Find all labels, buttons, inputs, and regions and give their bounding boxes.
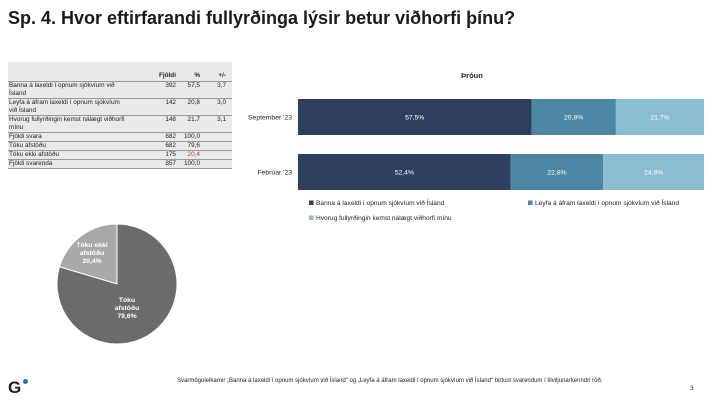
row-count: 682 [165, 142, 176, 149]
brand-logo: G [8, 378, 22, 397]
page-number: 3 [690, 385, 694, 392]
pie-slice [56, 223, 178, 345]
row-pct: 21,7 [187, 116, 200, 123]
pie-slice-name-line: Tóku [119, 297, 135, 304]
row-label: Leyfa á áfram laxeldi í opnum sjókvíum v… [9, 99, 120, 114]
table-row: Tóku afstöðu 682 79,6 [8, 141, 232, 150]
legend-swatch [309, 215, 314, 220]
row-diff: 3,1 [217, 116, 226, 123]
row-pct: 57,5 [187, 82, 200, 89]
legend-label: Hvorug fullyrðingin kemst nálægt viðhorf… [316, 214, 452, 222]
pie-slice-name-line: afstöðu [80, 249, 105, 257]
pie-slice-name: Tóku ekki afstöðu [76, 242, 107, 257]
row-label: Fjöldi svarenda [9, 160, 53, 167]
pie-slice-name-line: afstöðu [115, 304, 140, 312]
bar-segment [510, 154, 604, 190]
row-pct: 20,8 [187, 99, 200, 106]
legend-swatch [528, 200, 533, 205]
table-row: Hvorug fullyrðingin kemst nálægt viðhorf… [8, 115, 232, 132]
row-count: 142 [165, 99, 176, 106]
category-label: Febrúar '23 [257, 170, 292, 177]
bar-value-label: 52,4% [395, 170, 414, 177]
pie-slice-value: 20,4% [82, 258, 101, 265]
table-body: Banna á laxeldi í opnum sjókvíum við Ísl… [8, 81, 232, 169]
pie-slice [58, 223, 118, 285]
summary-table: Fjöldi % +/- Banna á laxeldi í opnum sjó… [8, 62, 232, 169]
table-row: Fjöldi svara 682 100,0 [8, 132, 232, 141]
table-row: Fjöldi svarenda 857 100,0 [8, 159, 232, 169]
bar-segment [531, 99, 616, 135]
table-row: Leyfa á áfram laxeldi í opnum sjókvíum v… [8, 98, 232, 115]
row-pct: 79,6 [187, 142, 200, 149]
bar-chart-title: Þróun [461, 71, 483, 80]
bar-segment [298, 99, 532, 135]
bar-value-label: 22,8% [547, 170, 566, 177]
table-row: Tóku ekki afstöðu 175 20,4 [8, 150, 232, 159]
bar-segment [615, 99, 704, 135]
bar-segment [298, 154, 511, 190]
pie-slice-name: Tóku afstöðu [115, 297, 140, 312]
logo-dot-icon [23, 379, 28, 384]
row-label: Fjöldi svara [9, 133, 42, 140]
table-row: Banna á laxeldi í opnum sjókvíum við Ísl… [8, 81, 232, 98]
bar-segment [603, 154, 704, 190]
row-label: Tóku afstöðu [9, 142, 46, 149]
row-pct: 20,4 [187, 151, 200, 158]
row-count: 392 [165, 82, 176, 89]
legend-swatch [309, 200, 314, 205]
row-label: Hvorug fullyrðingin kemst nálægt viðhorf… [9, 116, 125, 131]
page-title: Sp. 4. Hvor eftirfarandi fullyrðinga lýs… [8, 8, 516, 28]
footnote: Svarmöguleikarnir „Banna á laxeldi í opn… [177, 378, 603, 384]
bar-value-label: 57,5% [405, 115, 424, 122]
header-count: Fjöldi [158, 72, 176, 79]
table-header: Fjöldi % +/- [8, 62, 232, 81]
header-diff: +/- [218, 72, 226, 79]
category-label: September '23 [248, 115, 292, 122]
legend-label: Leyfa á áfram laxeldi í opnum sjókvíum v… [535, 198, 679, 207]
row-count: 148 [165, 116, 176, 123]
row-label: Banna á laxeldi í opnum sjókvíum við Ísl… [9, 82, 115, 97]
row-diff: 3,0 [217, 99, 226, 106]
row-label: Tóku ekki afstöðu [9, 151, 60, 158]
row-count: 857 [165, 160, 176, 167]
bar-value-label: 20,8% [564, 115, 583, 122]
bar-value-label: 24,8% [644, 170, 663, 177]
row-count: 175 [165, 151, 176, 158]
row-diff: 3,7 [217, 82, 226, 89]
bar-value-label: 21,7% [650, 115, 669, 122]
row-pct: 100,0 [184, 133, 200, 140]
legend-label: Banna á laxeldi í opnum sjókvíum við Ísl… [316, 198, 445, 207]
header-pct: % [194, 72, 200, 79]
row-count: 682 [165, 133, 176, 140]
row-pct: 100,0 [184, 160, 200, 167]
pie-slice-name-line: Tóku ekki [76, 242, 107, 249]
pie-slice-value: 79,6% [117, 313, 136, 320]
